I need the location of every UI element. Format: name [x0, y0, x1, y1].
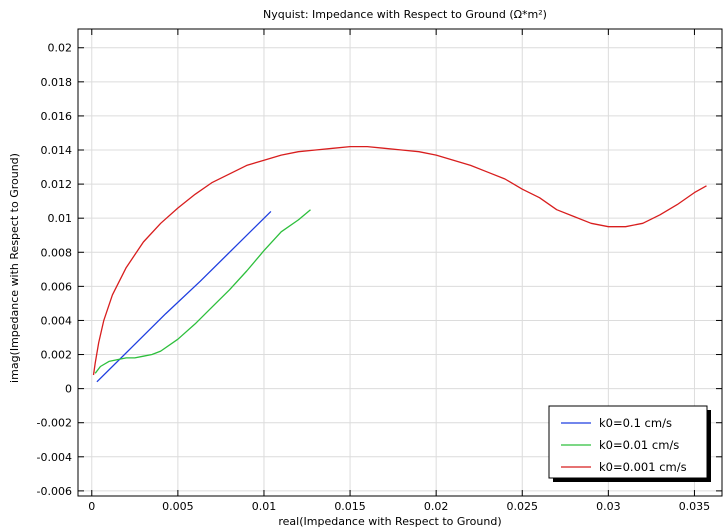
- y-tick-label: 0.018: [41, 76, 73, 89]
- legend: k0=0.1 cm/s k0=0.01 cm/s k0=0.001 cm/s: [548, 405, 711, 482]
- axis-ticks: 0 0.005 0.01 0.015 0.02 0.025 0.03 0.035 -0.006 -…: [37, 29, 722, 513]
- y-tick-label: 0.014: [41, 144, 73, 157]
- series-line-1: [96, 210, 272, 383]
- y-tick-label: 0.016: [41, 110, 73, 123]
- y-tick-label: 0.01: [48, 212, 73, 225]
- chart-title: Nyquist: Impedance with Respect to Groun…: [263, 8, 547, 21]
- y-tick-label: -0.004: [37, 451, 72, 464]
- y-tick-label: 0.008: [41, 246, 73, 259]
- x-axis-title: real(Impedance with Respect to Ground): [278, 515, 501, 528]
- y-tick-label: 0.006: [41, 280, 73, 293]
- y-tick-label: -0.006: [37, 485, 72, 498]
- plot-area: [77, 28, 723, 497]
- legend-label-1: k0=0.1 cm/s: [599, 416, 672, 430]
- series-line-3: [92, 145, 707, 376]
- y-tick-label: -0.002: [37, 417, 72, 430]
- x-tick-label: 0.01: [252, 500, 277, 513]
- y-tick-label: 0.02: [48, 42, 73, 55]
- y-tick-label: 0.002: [41, 349, 73, 362]
- y-tick-label: 0: [65, 383, 72, 396]
- legend-box: [548, 405, 708, 479]
- grid: [78, 29, 722, 496]
- series-group: [92, 145, 707, 383]
- x-tick-label: 0.025: [507, 500, 539, 513]
- legend-label-3: k0=0.001 cm/s: [599, 460, 687, 474]
- x-tick-label: 0.005: [162, 500, 194, 513]
- x-tick-label: 0.015: [334, 500, 366, 513]
- series-line-2: [94, 209, 311, 374]
- y-tick-label: 0.004: [41, 314, 73, 327]
- x-tick-label: 0.035: [679, 500, 711, 513]
- legend-label-2: k0=0.01 cm/s: [599, 438, 679, 452]
- x-tick-label: 0: [88, 500, 95, 513]
- y-axis-title: imag(Impedance with Respect to Ground): [8, 153, 21, 383]
- x-tick-label: 0.03: [596, 500, 621, 513]
- y-tick-label: 0.012: [41, 178, 73, 191]
- x-tick-label: 0.02: [424, 500, 449, 513]
